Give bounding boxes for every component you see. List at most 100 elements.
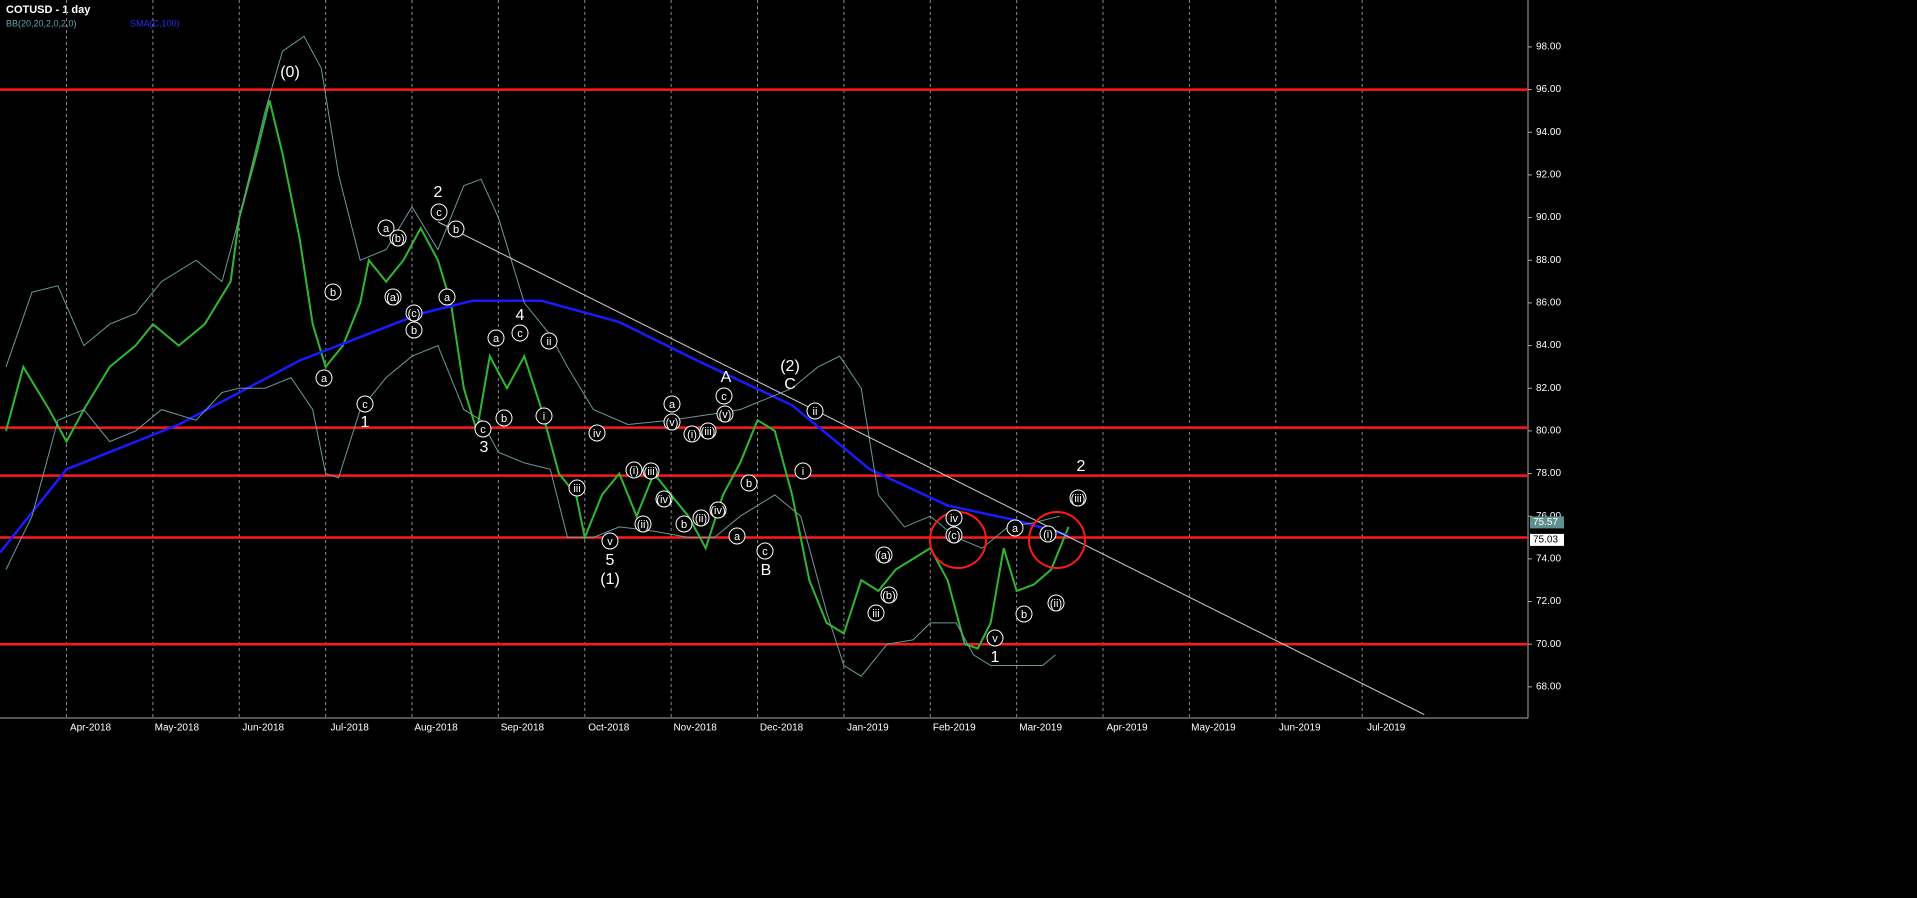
- wave-label: (a): [877, 550, 890, 562]
- wave-label: 3: [480, 439, 489, 456]
- annotation-circle: [568, 479, 586, 497]
- annotation-circle: [430, 203, 448, 221]
- wave-label: a: [493, 333, 500, 345]
- wave-label: b: [1021, 609, 1027, 621]
- price-tag-label: 75.57: [1533, 517, 1558, 528]
- annotation-circle: [315, 369, 333, 387]
- annotation-circle: [405, 321, 423, 339]
- price-tag-label: 75.03: [1533, 535, 1558, 546]
- series-line: [5, 344, 1056, 677]
- x-tick-label: Dec-2018: [760, 723, 804, 734]
- wave-label: ii: [547, 336, 552, 348]
- wave-label: iii: [573, 483, 580, 495]
- annotation-circle: [487, 329, 505, 347]
- annotation-circle: [384, 288, 402, 306]
- annotation-circle: [1015, 605, 1033, 623]
- annotation-circle: [715, 387, 733, 405]
- wave-label: c: [762, 546, 768, 558]
- wave-label: (c): [948, 530, 961, 542]
- wave-label: (b): [391, 233, 404, 245]
- annotation-circle: [588, 424, 606, 442]
- wave-label: 2: [1077, 458, 1086, 475]
- annotation-circle: [756, 542, 774, 560]
- trendline: [437, 221, 1425, 716]
- annotation-circle: [875, 546, 893, 564]
- y-tick-label: 86.00: [1536, 298, 1561, 309]
- annotation-circle: [625, 461, 643, 479]
- annotation-circle: [356, 395, 374, 413]
- wave-label: a: [734, 531, 741, 543]
- annotation-circle: [324, 283, 342, 301]
- x-tick-label: Nov-2018: [673, 723, 717, 734]
- wave-label: 1: [991, 649, 1000, 666]
- wave-label: (v): [719, 409, 732, 421]
- annotation-circle: [1006, 519, 1024, 537]
- wave-label: v: [607, 536, 613, 548]
- price-tag: [1530, 533, 1564, 546]
- y-tick-label: 76.00: [1536, 511, 1561, 522]
- y-tick-label: 94.00: [1536, 127, 1561, 138]
- wave-label: (iv): [710, 505, 725, 517]
- legend-sma: SMA(C,100): [130, 18, 180, 28]
- annotation-circle: [655, 490, 673, 508]
- annotation-circle: [601, 532, 619, 550]
- price-tag: [1530, 516, 1564, 529]
- series-line: [5, 100, 1070, 650]
- y-tick-label: 68.00: [1536, 681, 1561, 692]
- y-tick-label: 70.00: [1536, 639, 1561, 650]
- wave-label: (iii): [701, 426, 716, 438]
- x-tick-label: Jul-2019: [1367, 723, 1406, 734]
- x-tick-label: Jun-2018: [242, 723, 284, 734]
- wave-label: (ii): [637, 519, 649, 531]
- annotation-circle: [986, 629, 1004, 647]
- wave-label: ii: [813, 406, 818, 418]
- annotation-circle: [683, 425, 701, 443]
- y-tick-label: 92.00: [1536, 170, 1561, 181]
- wave-label: (iii): [1071, 493, 1086, 505]
- wave-label: (a): [386, 292, 399, 304]
- annotation-circle: [945, 509, 963, 527]
- wave-label: 1: [361, 414, 370, 431]
- x-tick-label: May-2018: [155, 723, 200, 734]
- y-tick-label: 96.00: [1536, 84, 1561, 95]
- x-tick-label: Aug-2018: [414, 723, 458, 734]
- y-tick-label: 88.00: [1536, 255, 1561, 266]
- wave-label: (2): [780, 358, 800, 375]
- wave-label: c: [517, 328, 523, 340]
- annotation-circle: [1039, 525, 1057, 543]
- annotation-circle: [740, 474, 758, 492]
- wave-label: 2: [434, 184, 443, 201]
- wave-label: 4: [516, 307, 525, 324]
- x-tick-label: Mar-2019: [1019, 723, 1062, 734]
- y-tick-label: 90.00: [1536, 212, 1561, 223]
- annotation-circle: [663, 413, 681, 431]
- annotation-circle: [675, 515, 693, 533]
- annotation-circle: [447, 220, 465, 238]
- wave-label: C: [784, 376, 796, 393]
- annotation-circle: [663, 395, 681, 413]
- annotation-circle: [1069, 489, 1087, 507]
- y-tick-label: 78.00: [1536, 468, 1561, 479]
- annotation-circle: [806, 402, 824, 420]
- y-tick-label: 82.00: [1536, 383, 1561, 394]
- wave-label: b: [453, 224, 459, 236]
- wave-label: v: [992, 633, 998, 645]
- annotation-circle: [389, 229, 407, 247]
- legend-bb: BB(20,20,2,0,2,0): [6, 18, 77, 28]
- annotation-circle: [405, 304, 423, 322]
- x-tick-label: Oct-2018: [588, 723, 630, 734]
- wave-label: a: [383, 223, 390, 235]
- x-tick-label: Apr-2018: [70, 723, 112, 734]
- y-tick-label: 80.00: [1536, 426, 1561, 437]
- x-tick-label: Jun-2019: [1279, 723, 1321, 734]
- wave-label: (0): [280, 64, 300, 81]
- y-tick-label: 84.00: [1536, 340, 1561, 351]
- wave-label: c: [721, 391, 727, 403]
- wave-label: a: [444, 292, 451, 304]
- annotation-circle: [794, 462, 812, 480]
- wave-label: (b): [882, 590, 895, 602]
- wave-label: (1): [600, 571, 620, 588]
- wave-label: i: [802, 466, 804, 478]
- wave-label: (iv): [656, 494, 671, 506]
- series-line: [5, 35, 1060, 549]
